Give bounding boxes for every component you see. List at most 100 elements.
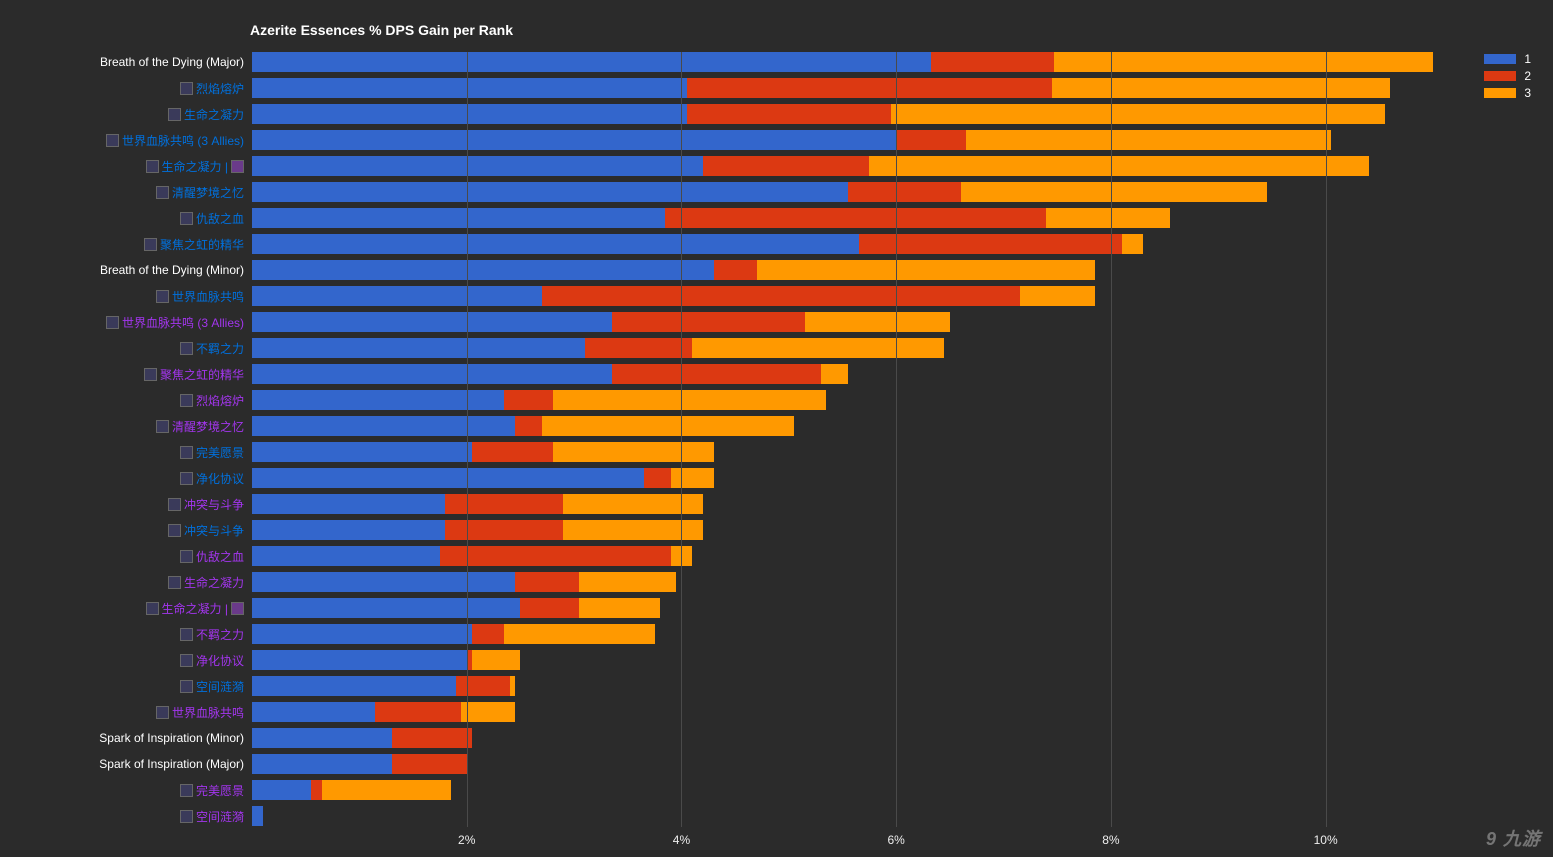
legend-swatch-2 xyxy=(1484,71,1516,81)
bar-segment-rank1 xyxy=(252,78,687,98)
y-axis-label: 净化协议 xyxy=(180,470,252,487)
legend-item-3: 3 xyxy=(1484,86,1531,100)
bar-segment-rank2 xyxy=(375,702,461,722)
bar-row: 生命之凝力 | xyxy=(252,156,1433,176)
bar-segment-rank2 xyxy=(687,104,891,124)
bar-segment-rank3 xyxy=(757,260,1095,280)
bar-segment-rank1 xyxy=(252,650,467,670)
essence-icon xyxy=(168,576,181,589)
essence-icon xyxy=(156,420,169,433)
bar-row: 完美愿景 xyxy=(252,780,1433,800)
y-axis-label-text: 生命之凝力 xyxy=(184,574,244,591)
bar-row: 不羁之力 xyxy=(252,624,1433,644)
y-axis-label: 不羁之力 xyxy=(180,340,252,357)
y-axis-label-text: 世界血脉共鸣 (3 Allies) xyxy=(122,314,244,331)
bar-segment-rank2 xyxy=(665,208,1046,228)
essence-icon xyxy=(180,394,193,407)
x-axis-label: 10% xyxy=(1314,833,1338,847)
bar-segment-rank2 xyxy=(515,416,542,436)
x-axis-label: 8% xyxy=(1102,833,1119,847)
bar-segment-rank3 xyxy=(322,780,451,800)
bar-row: 世界血脉共鸣 xyxy=(252,286,1433,306)
chart-container: Azerite Essences % DPS Gain per Rank 1 2… xyxy=(0,0,1553,857)
y-axis-label-text: 净化协议 xyxy=(196,652,244,669)
y-axis-label: 生命之凝力 xyxy=(168,574,252,591)
y-axis-label-text: 净化协议 xyxy=(196,470,244,487)
bar-segment-rank2 xyxy=(848,182,961,202)
bar-segment-rank1 xyxy=(252,468,644,488)
x-axis-label: 2% xyxy=(458,833,475,847)
bar-segment-rank1 xyxy=(252,442,472,462)
y-axis-label-text: 冲突与斗争 xyxy=(184,522,244,539)
bar-segment-rank1 xyxy=(252,364,612,384)
plot-area: Breath of the Dying (Major)烈焰熔炉生命之凝力世界血脉… xyxy=(252,52,1433,827)
y-axis-label-text: 烈焰熔炉 xyxy=(196,80,244,97)
bar-segment-rank1 xyxy=(252,676,456,696)
y-axis-label-text: 仇敌之血 xyxy=(196,548,244,565)
bar-segment-rank3 xyxy=(966,130,1331,150)
bar-segment-rank1 xyxy=(252,728,392,748)
bar-segment-rank1 xyxy=(252,312,612,332)
essence-icon xyxy=(168,498,181,511)
bar-row: Breath of the Dying (Major) xyxy=(252,52,1433,72)
y-axis-label-text: 完美愿景 xyxy=(196,782,244,799)
y-axis-label: Spark of Inspiration (Minor) xyxy=(99,731,252,745)
legend-label-3: 3 xyxy=(1524,86,1531,100)
bar-segment-rank2 xyxy=(445,520,563,540)
y-axis-label: 仇敌之血 xyxy=(180,210,252,227)
bar-segment-rank1 xyxy=(252,260,714,280)
y-axis-label-text: 生命之凝力 | xyxy=(162,600,228,617)
bar-row: 不羁之力 xyxy=(252,338,1433,358)
y-axis-label: 烈焰熔炉 xyxy=(180,80,252,97)
bar-segment-rank2 xyxy=(445,494,563,514)
y-axis-label-text: 不羁之力 xyxy=(196,340,244,357)
legend-swatch-3 xyxy=(1484,88,1516,98)
y-axis-label: 清醒梦境之忆 xyxy=(156,418,252,435)
y-axis-label-text: 空间涟漪 xyxy=(196,678,244,695)
bar-row: 净化协议 xyxy=(252,468,1433,488)
y-axis-label-text: Breath of the Dying (Major) xyxy=(100,55,244,69)
essence-icon xyxy=(180,550,193,563)
bar-segment-rank3 xyxy=(542,416,794,436)
bar-segment-rank3 xyxy=(579,598,660,618)
bar-row: 烈焰熔炉 xyxy=(252,78,1433,98)
y-axis-label-text: Spark of Inspiration (Minor) xyxy=(99,731,244,745)
legend: 1 2 3 xyxy=(1484,52,1531,103)
bar-segment-rank1 xyxy=(252,52,931,72)
bars-layer: Breath of the Dying (Major)烈焰熔炉生命之凝力世界血脉… xyxy=(252,52,1433,827)
bar-segment-rank3 xyxy=(553,442,714,462)
gridline xyxy=(467,52,468,827)
y-axis-label: 生命之凝力 xyxy=(168,106,252,123)
y-axis-label: 生命之凝力 | xyxy=(146,158,252,175)
bar-row: Spark of Inspiration (Minor) xyxy=(252,728,1433,748)
bar-segment-rank1 xyxy=(252,754,392,774)
bar-segment-rank2 xyxy=(515,572,579,592)
bar-segment-rank2 xyxy=(859,234,1122,254)
y-axis-label: 烈焰熔炉 xyxy=(180,392,252,409)
bar-row: 空间涟漪 xyxy=(252,806,1433,826)
bar-segment-rank2 xyxy=(392,728,473,748)
bar-segment-rank2 xyxy=(687,78,1052,98)
bar-segment-rank2 xyxy=(520,598,579,618)
legend-item-2: 2 xyxy=(1484,69,1531,83)
bar-row: 生命之凝力 xyxy=(252,104,1433,124)
bar-segment-rank3 xyxy=(961,182,1267,202)
bar-row: 生命之凝力 xyxy=(252,572,1433,592)
bar-segment-rank2 xyxy=(612,364,821,384)
essence-suffix-icon xyxy=(231,160,244,173)
bar-segment-rank2 xyxy=(585,338,692,358)
essence-icon xyxy=(144,368,157,381)
y-axis-label-text: 聚焦之虹的精华 xyxy=(160,366,244,383)
bar-segment-rank2 xyxy=(703,156,869,176)
bar-row: 聚焦之虹的精华 xyxy=(252,234,1433,254)
y-axis-label: 世界血脉共鸣 (3 Allies) xyxy=(106,132,252,149)
y-axis-label: 完美愿景 xyxy=(180,444,252,461)
bar-segment-rank3 xyxy=(1052,78,1390,98)
y-axis-label-text: Spark of Inspiration (Major) xyxy=(99,757,244,771)
y-axis-label-text: 世界血脉共鸣 (3 Allies) xyxy=(122,132,244,149)
y-axis-label: 清醒梦境之忆 xyxy=(156,184,252,201)
bar-row: 仇敌之血 xyxy=(252,546,1433,566)
y-axis-label-text: 世界血脉共鸣 xyxy=(172,288,244,305)
y-axis-label: 世界血脉共鸣 xyxy=(156,704,252,721)
bar-segment-rank1 xyxy=(252,572,515,592)
